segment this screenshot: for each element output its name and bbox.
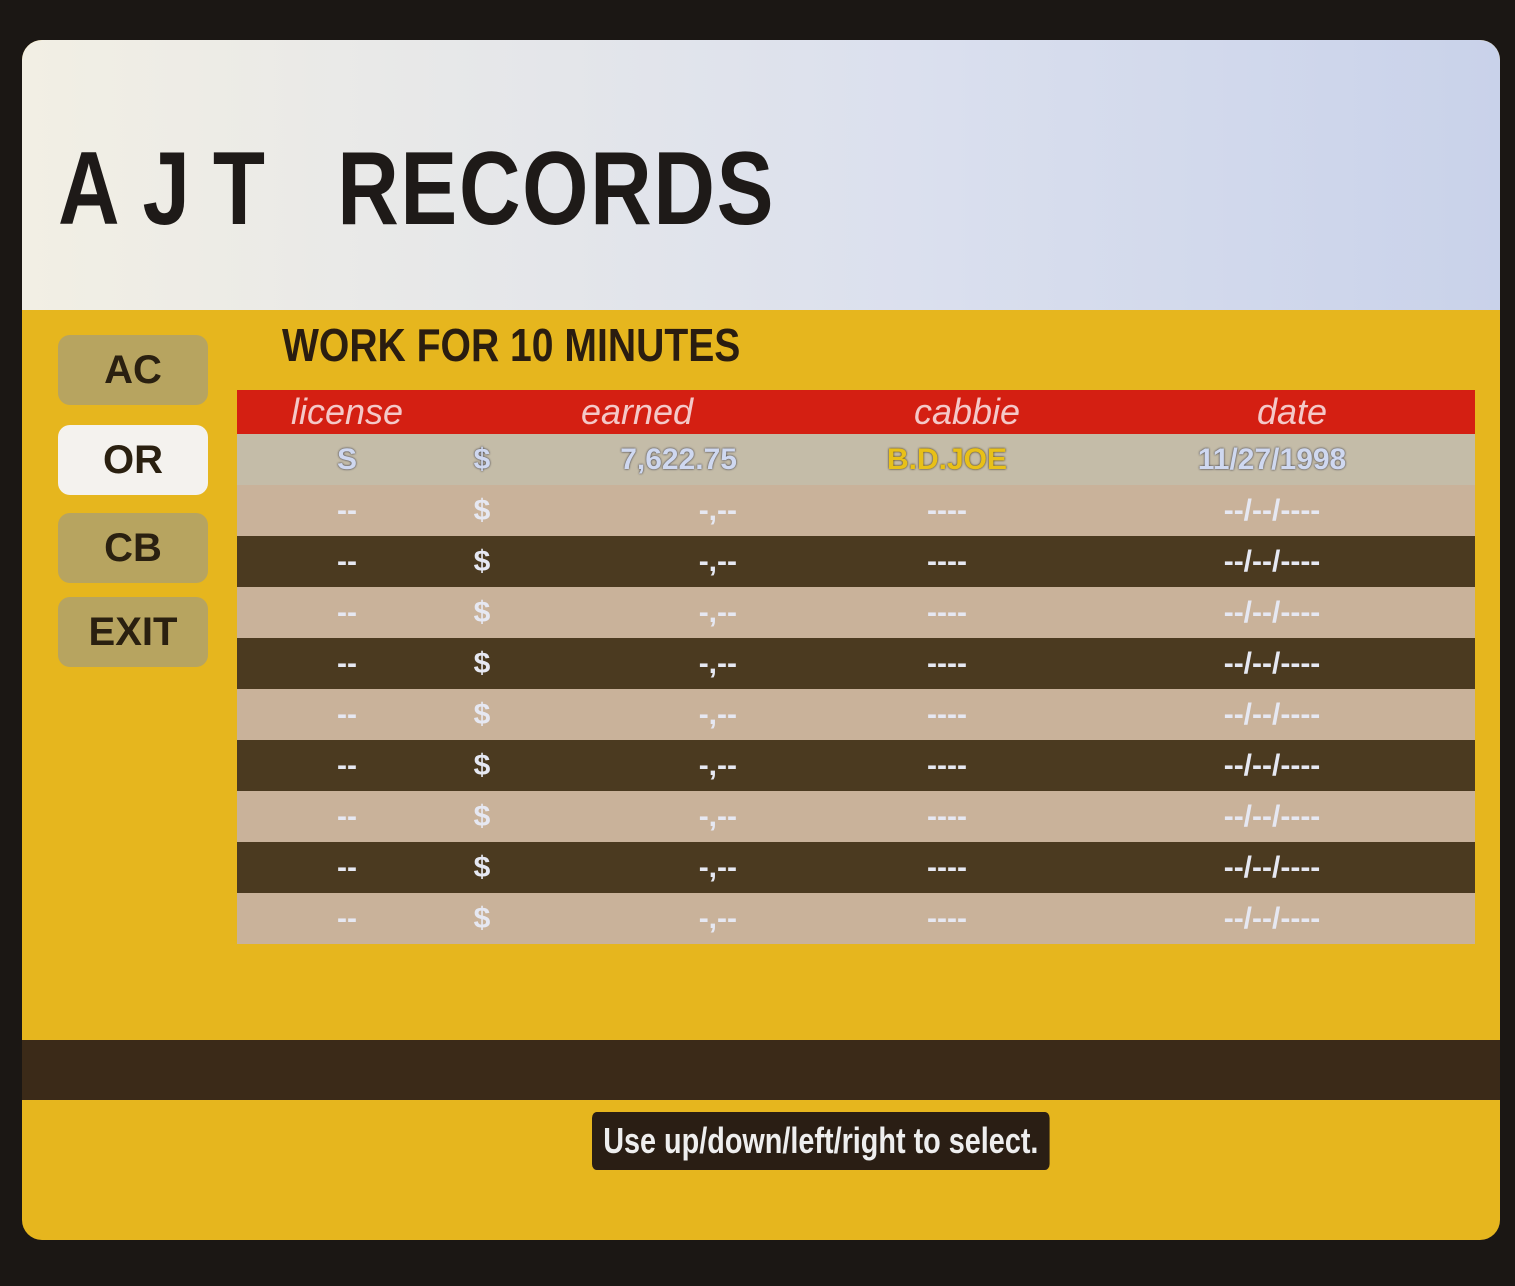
header-date: date xyxy=(1256,391,1328,432)
date-cell: --/--/---- xyxy=(1223,748,1321,782)
cabbie-cell: ---- xyxy=(927,799,967,833)
license-cell: -- xyxy=(337,901,357,935)
currency-cell: $ xyxy=(473,646,491,680)
license-cell: -- xyxy=(337,850,357,884)
menu-exit[interactable]: EXIT xyxy=(58,597,208,667)
currency-cell: $ xyxy=(473,748,491,782)
license-cell: -- xyxy=(337,748,357,782)
header-earned: earned xyxy=(580,391,694,432)
currency-cell: $ xyxy=(473,442,491,476)
cabbie-cell: ---- xyxy=(927,646,967,680)
menu-or[interactable]: OR xyxy=(58,425,208,495)
cabbie-cell: ---- xyxy=(927,748,967,782)
earned-cell: -,-- xyxy=(698,646,737,680)
header-license: license xyxy=(290,391,404,432)
currency-cell: $ xyxy=(473,697,491,731)
currency-cell: $ xyxy=(473,493,491,527)
date-cell: --/--/---- xyxy=(1223,493,1321,527)
license-cell: -- xyxy=(337,646,357,680)
bottom-band xyxy=(22,1040,1500,1100)
earned-cell: 7,622.75 xyxy=(620,442,737,476)
category-title: WORK FOR 10 MINUTES xyxy=(282,319,741,371)
earned-cell: -,-- xyxy=(698,901,737,935)
date-cell: --/--/---- xyxy=(1223,799,1321,833)
license-cell: -- xyxy=(337,697,357,731)
menu-cb[interactable]: CB xyxy=(58,513,208,583)
cabbie-cell: ---- xyxy=(927,493,967,527)
date-cell: --/--/---- xyxy=(1223,901,1321,935)
table-row: S $7,622.75 B.D.JOE 11/27/1998 xyxy=(237,434,1475,485)
earned-cell: -,-- xyxy=(698,748,737,782)
earned-cell: -,-- xyxy=(698,850,737,884)
title-right: RECORDS xyxy=(337,131,776,247)
date-cell: --/--/---- xyxy=(1223,697,1321,731)
cabbie-cell: ---- xyxy=(927,595,967,629)
header-cabbie: cabbie xyxy=(913,391,1021,432)
currency-cell: $ xyxy=(473,544,491,578)
cabbie-cell: ---- xyxy=(927,544,967,578)
cabbie-cell: ---- xyxy=(927,901,967,935)
earned-cell: -,-- xyxy=(698,493,737,527)
currency-cell: $ xyxy=(473,901,491,935)
table-row: -- $ -,-- ---- --/--/---- xyxy=(237,638,1475,689)
table-row: -- $ -,-- ---- --/--/---- xyxy=(237,842,1475,893)
date-cell: 11/27/1998 xyxy=(1197,442,1347,476)
date-cell: --/--/---- xyxy=(1223,850,1321,884)
records-table: license earned cabbie date S $7,622.75 B.D… xyxy=(237,390,1475,944)
earned-cell: -,-- xyxy=(698,697,737,731)
date-cell: --/--/---- xyxy=(1223,646,1321,680)
earned-cell: -,-- xyxy=(698,544,737,578)
table-row: -- $ -,-- ---- --/--/---- xyxy=(237,791,1475,842)
game-screen: AJT RECORDS WORK FOR 10 MINUTES AC OR CB … xyxy=(22,40,1500,1240)
date-cell: --/--/---- xyxy=(1223,595,1321,629)
table-row: -- $ -,-- ---- --/--/---- xyxy=(237,893,1475,944)
cabbie-cell: ---- xyxy=(927,850,967,884)
license-cell: -- xyxy=(337,493,357,527)
date-cell: --/--/---- xyxy=(1223,544,1321,578)
table-row: -- $ -,-- ---- --/--/---- xyxy=(237,740,1475,791)
menu-ac[interactable]: AC xyxy=(58,335,208,405)
table-row: -- $ -,-- ---- --/--/---- xyxy=(237,485,1475,536)
cabbie-cell: ---- xyxy=(927,697,967,731)
table-row: -- $ -,-- ---- --/--/---- xyxy=(237,587,1475,638)
title-band xyxy=(22,40,1500,310)
license-cell: S xyxy=(336,442,357,476)
cabbie-cell: B.D.JOE xyxy=(886,442,1008,476)
license-cell: -- xyxy=(337,544,357,578)
table-header: license earned cabbie date xyxy=(237,390,1475,434)
title-left: AJT xyxy=(58,131,288,247)
currency-cell: $ xyxy=(473,850,491,884)
license-cell: -- xyxy=(337,595,357,629)
table-row: -- $ -,-- ---- --/--/---- xyxy=(237,689,1475,740)
table-row: -- $ -,-- ---- --/--/---- xyxy=(237,536,1475,587)
license-cell: -- xyxy=(337,799,357,833)
currency-cell: $ xyxy=(473,799,491,833)
page-title: AJT RECORDS xyxy=(58,130,775,249)
earned-cell: -,-- xyxy=(698,799,737,833)
earned-cell: -,-- xyxy=(698,595,737,629)
control-hint: Use up/down/left/right to select. xyxy=(592,1112,1050,1170)
currency-cell: $ xyxy=(473,595,491,629)
